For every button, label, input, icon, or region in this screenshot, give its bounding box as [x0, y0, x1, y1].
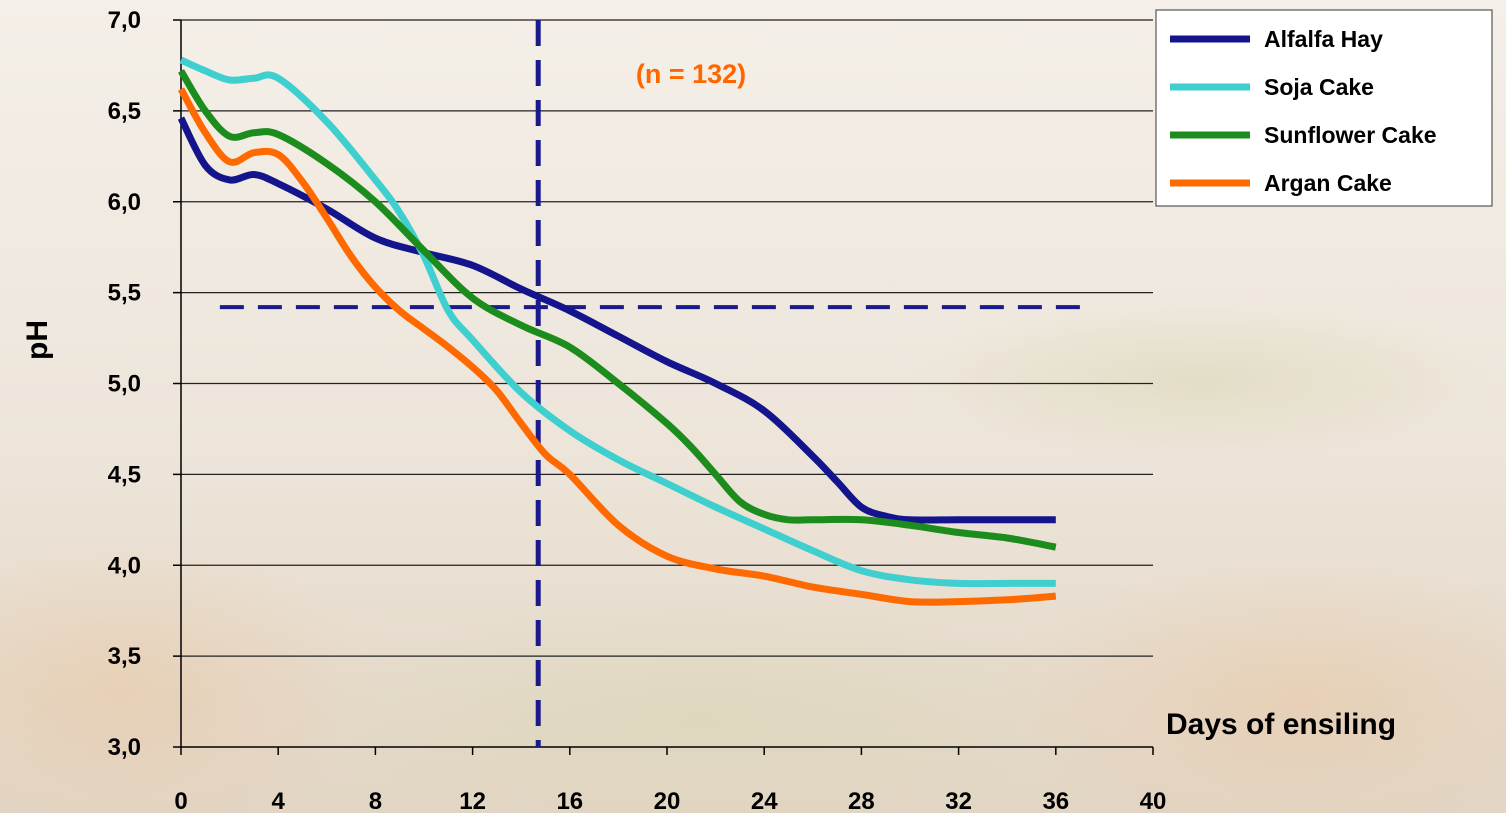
y-tick-label: 3,0 — [108, 734, 141, 761]
sample-size-annotation: (n = 132) — [636, 59, 746, 89]
x-axis-label: Days of ensiling — [1166, 708, 1396, 741]
series-lines — [177, 56, 1057, 606]
y-tick-label: 4,5 — [108, 461, 141, 488]
y-tick-label: 5,5 — [108, 280, 141, 307]
y-tick-label: 5,0 — [108, 371, 141, 398]
legend-label-argan-cake: Argan Cake — [1264, 170, 1392, 196]
x-tick-label: 20 — [654, 788, 681, 813]
x-tick-label: 4 — [272, 788, 286, 813]
x-tick-label: 8 — [369, 788, 382, 813]
x-tick-label: 28 — [848, 788, 875, 813]
series-line-alfalfa-hay — [177, 116, 1056, 524]
series-line-argan-cake — [177, 87, 1057, 606]
gridlines — [173, 19, 1153, 748]
x-tick-labels: 0 4 8 12 16 20 24 28 32 36 40 — [174, 747, 1166, 813]
x-tick-label: 32 — [945, 788, 972, 813]
x-tick-label: 24 — [751, 788, 778, 813]
y-tick-label: 6,0 — [108, 189, 141, 216]
x-tick-label: 0 — [174, 788, 187, 813]
series-line-sunflower-cake — [177, 69, 1057, 551]
y-tick-label: 4,0 — [108, 552, 141, 579]
x-tick-label: 16 — [556, 788, 583, 813]
legend-label-sunflower-cake: Sunflower Cake — [1264, 122, 1437, 148]
reference-lines — [219, 20, 1093, 747]
x-tick-label: 12 — [459, 788, 486, 813]
series-line-soja-cake — [179, 56, 1056, 588]
y-tick-labels: 3,0 3,5 4,0 4,5 5,0 5,5 6,0 6,5 7,0 — [108, 7, 141, 761]
legend-box — [1155, 9, 1493, 207]
y-tick-label: 3,5 — [108, 643, 141, 670]
y-tick-label: 6,5 — [108, 98, 141, 125]
legend-label-alfalfa-hay: Alfalfa Hay — [1264, 26, 1383, 52]
legend-label-soja-cake: Soja Cake — [1264, 74, 1374, 100]
x-tick-label: 40 — [1140, 788, 1167, 813]
y-axis-label: pH — [21, 320, 54, 360]
x-tick-label: 36 — [1042, 788, 1069, 813]
y-tick-label: 7,0 — [108, 7, 141, 34]
legend: Alfalfa Hay Soja Cake Sunflower Cake Argan … — [1155, 9, 1493, 207]
